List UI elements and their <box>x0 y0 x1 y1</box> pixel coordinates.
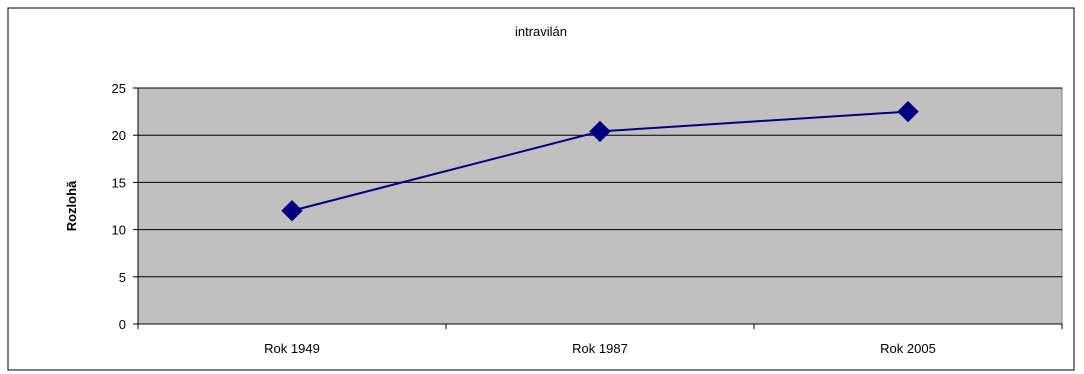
data-point <box>281 200 303 222</box>
y-axis-label: Rozlohă <box>64 180 79 231</box>
chart-title: intravilán <box>515 24 567 39</box>
y-tick-label: 10 <box>112 223 126 238</box>
y-tick-label: 20 <box>112 128 126 143</box>
series <box>281 100 919 222</box>
y-axis: 0 5 10 15 20 25 <box>112 81 139 332</box>
gridlines <box>138 87 1062 278</box>
x-axis: Rok 1949 Rok 1987 Rok 2005 <box>137 323 1063 356</box>
x-tick-label: Rok 1987 <box>572 341 628 356</box>
y-tick-label: 0 <box>119 317 126 332</box>
x-tick-label: Rok 2005 <box>880 341 936 356</box>
y-tick-label: 15 <box>112 175 126 190</box>
y-tick-label: 5 <box>119 270 126 285</box>
data-point <box>897 100 919 123</box>
data-point <box>589 120 611 143</box>
y-tick-label: 25 <box>112 81 126 96</box>
x-tick-label: Rok 1949 <box>264 341 320 356</box>
